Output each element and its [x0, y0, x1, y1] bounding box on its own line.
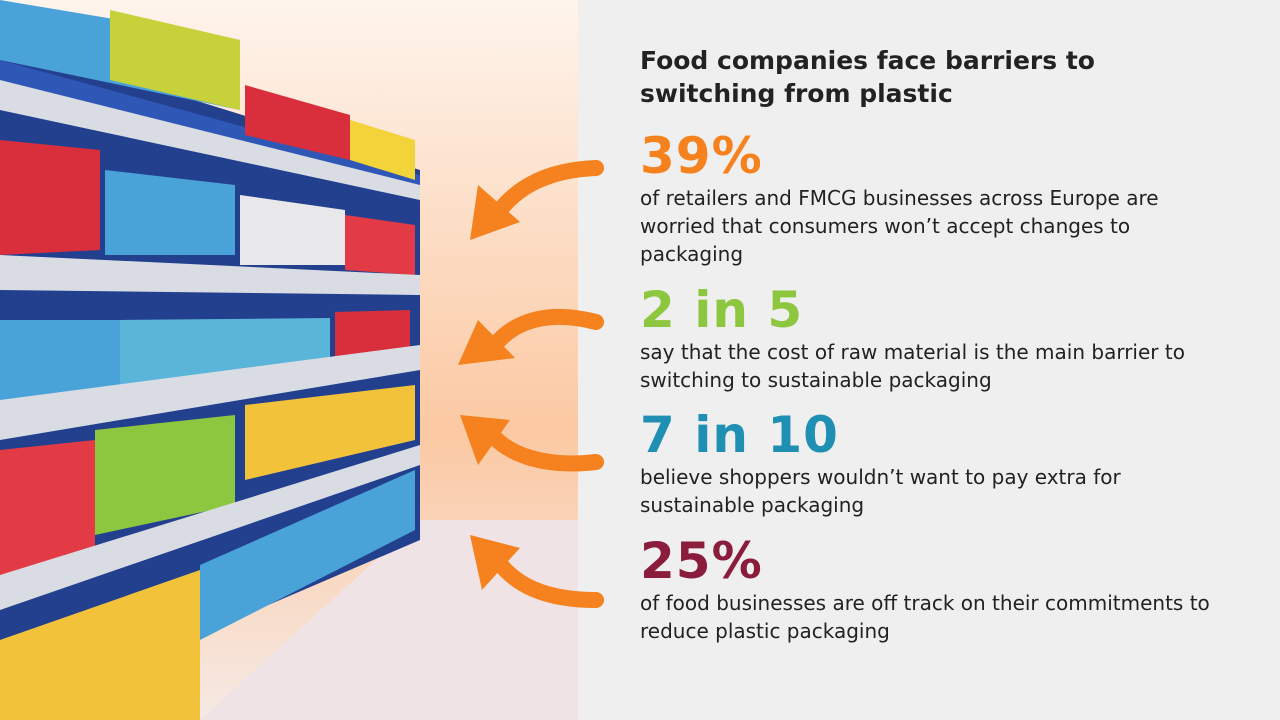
- arrow: [492, 160, 604, 218]
- product: [245, 85, 350, 160]
- shelf: [0, 345, 420, 440]
- arrowheads: [458, 185, 520, 590]
- shelf: [0, 445, 420, 610]
- product: [240, 195, 345, 265]
- arrow: [489, 552, 604, 608]
- stat: 7 in 10 believe shoppers wouldn’t want t…: [640, 407, 1240, 519]
- stat-figure: 2 in 5: [640, 281, 804, 339]
- stat: 39% of retailers and FMCG businesses acr…: [640, 128, 1240, 268]
- arrows: [484, 160, 604, 608]
- stat-figure: 39%: [640, 127, 763, 185]
- stat-text: believe shoppers wouldn’t want to pay ex…: [640, 465, 1121, 517]
- stat-text: say that the cost of raw material is the…: [640, 340, 1185, 392]
- arrow: [487, 308, 604, 353]
- product: [0, 440, 95, 580]
- text-panel: [578, 0, 1280, 720]
- product: [245, 385, 415, 480]
- product: [200, 470, 415, 640]
- stat-figure: 25%: [640, 532, 763, 590]
- stat: 2 in 5 say that the cost of raw material…: [640, 282, 1240, 394]
- product: [350, 120, 415, 180]
- stat: 25% of food businesses are off track on …: [640, 533, 1240, 645]
- product: [0, 140, 100, 255]
- product: [95, 415, 235, 535]
- arrowhead: [470, 185, 520, 240]
- title: Food companies face barriers to switchin…: [640, 46, 1095, 108]
- arrow: [484, 427, 604, 472]
- stat-text: of retailers and FMCG businesses across …: [640, 186, 1159, 266]
- product: [110, 10, 240, 110]
- shelf: [0, 255, 420, 295]
- shelf: [0, 80, 420, 200]
- arrowhead: [460, 415, 510, 465]
- stat-text: of food businesses are off track on thei…: [640, 591, 1210, 643]
- arrowhead: [470, 535, 520, 590]
- product: [0, 570, 200, 720]
- product: [0, 320, 120, 410]
- stat-figure: 7 in 10: [640, 406, 839, 464]
- arrowhead: [458, 320, 515, 365]
- product: [105, 170, 235, 255]
- product: [345, 215, 415, 275]
